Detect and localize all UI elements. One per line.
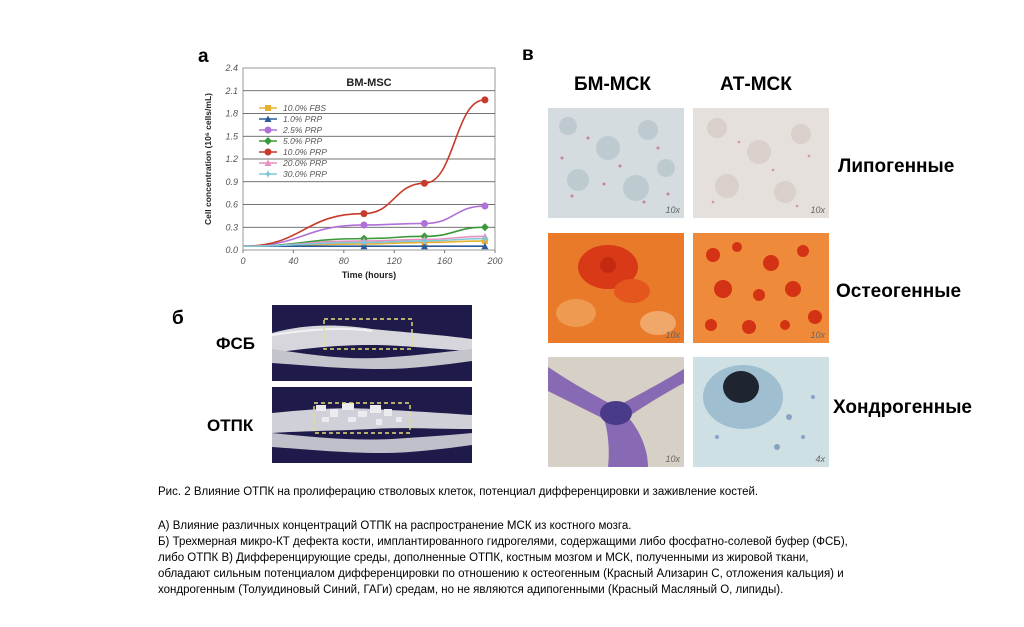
series-line [242,237,485,248]
magnification-label: 10x [810,205,825,215]
legend-entry: 5.0% PRP [283,136,323,146]
y-axis-label: Cell concentration (10⁶ cells/mL) [203,93,213,225]
caption-line-a: А) Влияние различных концентраций ОТПК н… [158,520,632,532]
micro-chondro-at: 4x [693,357,829,467]
microct-image-pbs [272,305,472,381]
data-point [420,236,429,245]
data-point [264,137,272,145]
data-point [420,242,428,250]
magnification-label: 10x [810,330,825,340]
data-point [264,170,272,178]
y-tick-label: 1.5 [225,131,239,141]
data-point [420,219,428,227]
data-point [265,105,271,111]
column-head-at-msc: АТ-МСК [720,74,792,95]
legend-entry: 20.0% PRP [282,158,327,168]
stain-label-chondrogenic: Хондрогенные [833,397,973,418]
panel-letter-v: в [522,44,534,65]
data-point [264,159,272,166]
chart-title: BM-MSC [346,77,391,89]
magnification-label: 4x [815,454,825,464]
proliferation-chart: 0.0 0.3 0.6 0.9 1.2 1.5 1.8 2.1 2.4 0 40 80 120 160 20… [195,58,515,288]
x-tick-label: 200 [486,256,502,266]
y-tick-label: 2.1 [224,86,238,96]
y-tick-label: 2.4 [224,63,238,73]
data-point [481,96,489,104]
chart-svg: 0.0 0.3 0.6 0.9 1.2 1.5 1.8 2.1 2.4 0 40 80 120 160 20… [203,63,503,280]
stain-label-osteogenic: Остеогенные [836,281,962,302]
magnification-label: 10x [665,205,680,215]
micro-osteo-at: 10x [693,233,829,343]
microct-label-prp: ОТПК [207,416,254,435]
data-point [264,148,272,156]
micro-adipo-at: 10x [693,108,829,218]
caption-line-b: Б) Трехмерная микро-КТ дефекта кости, им… [158,536,848,548]
data-point [481,242,489,250]
legend-entry: 2.5% PRP [282,125,323,135]
caption-line-c: либо ОТПК В) Дифференцирующие среды, доп… [158,552,809,564]
figure-caption-title: Рис. 2 Влияние ОТПК на пролиферацию ство… [158,486,759,498]
series-line [242,99,486,248]
series-line [242,205,485,248]
magnification-label: 10x [665,330,680,340]
microct-image-prp [272,387,472,463]
data-point [264,115,272,122]
stain-label-adipogenic: Липогенные [838,156,955,177]
data-point [480,223,489,232]
x-tick-label: 160 [437,256,452,266]
x-axis-label: Time (hours) [342,270,396,280]
y-tick-label: 0.9 [225,177,238,187]
y-tick-label: 0.3 [225,222,238,232]
y-tick-label: 1.8 [225,109,238,119]
legend-entry: 10.0% PRP [283,147,327,157]
micro-osteo-bm: 10x [548,233,684,343]
data-point [359,238,368,247]
micro-chondro-bm: 10x [548,357,684,467]
y-tick-label: 1.2 [225,154,238,164]
x-tick-label: 120 [387,256,402,266]
legend-entry: 1.0% PRP [283,114,323,124]
caption-line-e: хондрогенным (Толуидиновый Синий, ГАГи) … [158,584,784,596]
y-tick-label: 0.0 [225,245,238,255]
legend-entry: 30.0% PRP [283,169,327,179]
data-point [360,210,368,218]
magnification-label: 10x [665,454,680,464]
panel-letter-b: б [172,308,184,329]
y-tick-label: 0.6 [225,200,238,210]
caption-line-d: обладают сильным потенциалом дифференцир… [158,568,844,580]
data-point [420,179,428,187]
data-point [481,202,489,210]
data-point [360,221,368,229]
x-tick-label: 0 [240,256,245,266]
x-tick-label: 40 [288,256,298,266]
microct-label-pbs: ФСБ [216,334,256,353]
data-point [480,234,489,243]
column-head-bm-msc: БМ-МСК [574,74,651,95]
micro-adipo-bm: 10x [548,108,684,218]
legend-entry: 10.0% FBS [283,103,326,113]
data-point [264,126,272,134]
x-tick-label: 80 [339,256,349,266]
panel-letter-a: а [198,46,209,67]
